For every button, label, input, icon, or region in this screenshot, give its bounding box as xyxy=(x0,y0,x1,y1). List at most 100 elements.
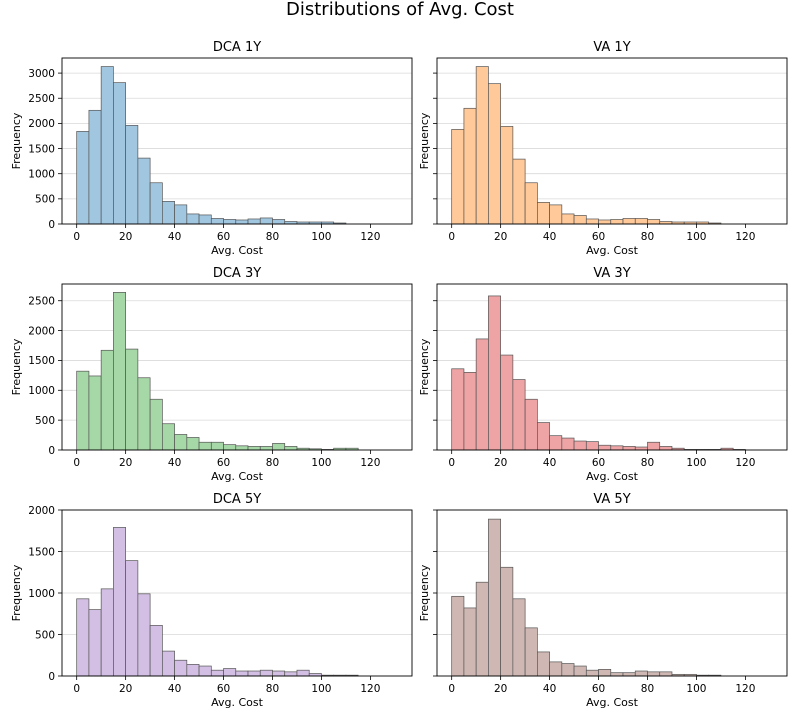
histogram-bar xyxy=(524,182,538,225)
x-axis-label: Avg. Cost xyxy=(211,244,264,257)
y-tick-label: 2500 xyxy=(28,93,55,105)
y-tick-label: 0 xyxy=(48,671,55,683)
histogram-bar xyxy=(463,372,477,451)
histogram-bar xyxy=(598,444,612,451)
histogram-bar xyxy=(161,201,175,225)
histogram-bar xyxy=(284,671,298,677)
x-tick-label: 100 xyxy=(686,683,706,695)
subplot-6: 0 20 40 60 80 100 120 VA 5Y Avg. Cost Frequency xyxy=(418,492,788,709)
x-tick-label: 80 xyxy=(641,683,654,695)
y-tick-label: 500 xyxy=(35,194,55,206)
histogram-bar xyxy=(512,158,526,225)
subplot-3: 0 20 40 60 80 100 120 0 500 1000 1500 2000 2500 DCA 3… xyxy=(10,266,413,483)
histogram-bar xyxy=(647,441,661,451)
x-tick-label: 0 xyxy=(73,683,80,695)
histogram-bar xyxy=(585,218,599,225)
x-tick-label: 80 xyxy=(266,231,279,243)
x-tick-label: 20 xyxy=(119,231,132,243)
x-tick-label: 100 xyxy=(311,457,331,469)
histogram-bar xyxy=(536,651,550,677)
x-axis-label: Avg. Cost xyxy=(211,696,264,709)
histogram-bar xyxy=(210,218,224,225)
histogram-bar xyxy=(659,671,673,677)
histogram-bar xyxy=(186,664,200,677)
x-tick-label: 80 xyxy=(641,231,654,243)
histogram-bar xyxy=(149,182,163,225)
subplot-2: 0 20 40 60 80 100 120 VA 1Y Avg. Cost Frequency xyxy=(418,40,788,257)
x-tick-label: 60 xyxy=(217,683,230,695)
histogram-bar xyxy=(536,422,550,451)
x-axis-label: Avg. Cost xyxy=(211,470,264,483)
x-tick-label: 20 xyxy=(494,683,507,695)
histogram-bar xyxy=(100,588,114,677)
histogram-bar xyxy=(500,126,514,225)
histogram-bar xyxy=(512,379,526,451)
x-tick-label: 120 xyxy=(735,231,755,243)
subplot-1: 0 20 40 60 80 100 120 0 500 1000 1500 2000 2500 3000 D… xyxy=(10,40,413,257)
y-tick-label: 1000 xyxy=(28,168,55,180)
x-tick-label: 100 xyxy=(311,231,331,243)
x-tick-label: 0 xyxy=(448,231,455,243)
x-tick-label: 120 xyxy=(360,457,380,469)
histogram-bar xyxy=(536,202,550,225)
histogram-bar xyxy=(549,435,563,451)
histogram-bar xyxy=(634,670,648,677)
histogram-bar xyxy=(573,215,587,225)
x-tick-label: 120 xyxy=(735,683,755,695)
histogram-bar xyxy=(488,518,501,677)
subplot-title: VA 5Y xyxy=(593,492,630,507)
x-tick-label: 40 xyxy=(543,231,556,243)
histogram-bar xyxy=(272,670,286,677)
histogram-bar xyxy=(149,625,163,677)
histogram-bar xyxy=(137,157,151,225)
histogram-bar xyxy=(284,446,298,451)
histogram-bar xyxy=(223,444,237,451)
x-tick-label: 20 xyxy=(494,231,507,243)
x-tick-label: 20 xyxy=(119,457,132,469)
histogram-bar xyxy=(659,446,673,451)
y-tick-label: 1500 xyxy=(28,143,55,155)
histogram-bar xyxy=(235,445,249,451)
y-axis-label: Frequency xyxy=(418,112,431,169)
y-tick-label: 0 xyxy=(48,445,55,457)
histogram-bar xyxy=(549,204,563,225)
histogram-bar xyxy=(149,398,163,451)
axes-frame xyxy=(61,57,413,225)
x-tick-label: 80 xyxy=(641,457,654,469)
x-tick-label: 40 xyxy=(168,683,181,695)
histogram-bar xyxy=(76,370,90,451)
x-tick-label: 40 xyxy=(543,457,556,469)
subplot-title: VA 1Y xyxy=(593,40,630,55)
histogram-bar xyxy=(451,368,465,451)
x-tick-label: 80 xyxy=(266,683,279,695)
x-tick-label: 100 xyxy=(686,231,706,243)
histogram-bar xyxy=(598,219,612,225)
histogram-bar xyxy=(113,82,126,225)
histogram-bar xyxy=(137,377,151,451)
histogram-bar xyxy=(500,354,514,451)
histogram-bar xyxy=(76,598,90,677)
y-axis-label: Frequency xyxy=(10,564,23,621)
histogram-bar xyxy=(210,669,224,677)
histogram-bar xyxy=(622,446,636,451)
histogram-bar xyxy=(125,560,139,677)
histogram-bar xyxy=(88,109,102,225)
x-tick-label: 40 xyxy=(168,457,181,469)
y-tick-label: 1500 xyxy=(28,355,55,367)
x-tick-label: 60 xyxy=(592,231,605,243)
histogram-bar xyxy=(198,441,212,451)
histogram-bar xyxy=(113,292,126,451)
histogram-bar xyxy=(622,218,636,225)
x-tick-label: 20 xyxy=(119,683,132,695)
histogram-bar xyxy=(610,219,624,225)
histogram-bar xyxy=(186,213,200,225)
histogram-bar xyxy=(463,607,477,677)
histogram-bar xyxy=(296,669,310,677)
histogram-bar xyxy=(451,129,465,225)
x-tick-label: 120 xyxy=(360,231,380,243)
histogram-bar xyxy=(647,219,661,225)
histogram-bar xyxy=(647,671,661,677)
x-tick-label: 0 xyxy=(73,457,80,469)
histogram-bar xyxy=(475,66,489,225)
